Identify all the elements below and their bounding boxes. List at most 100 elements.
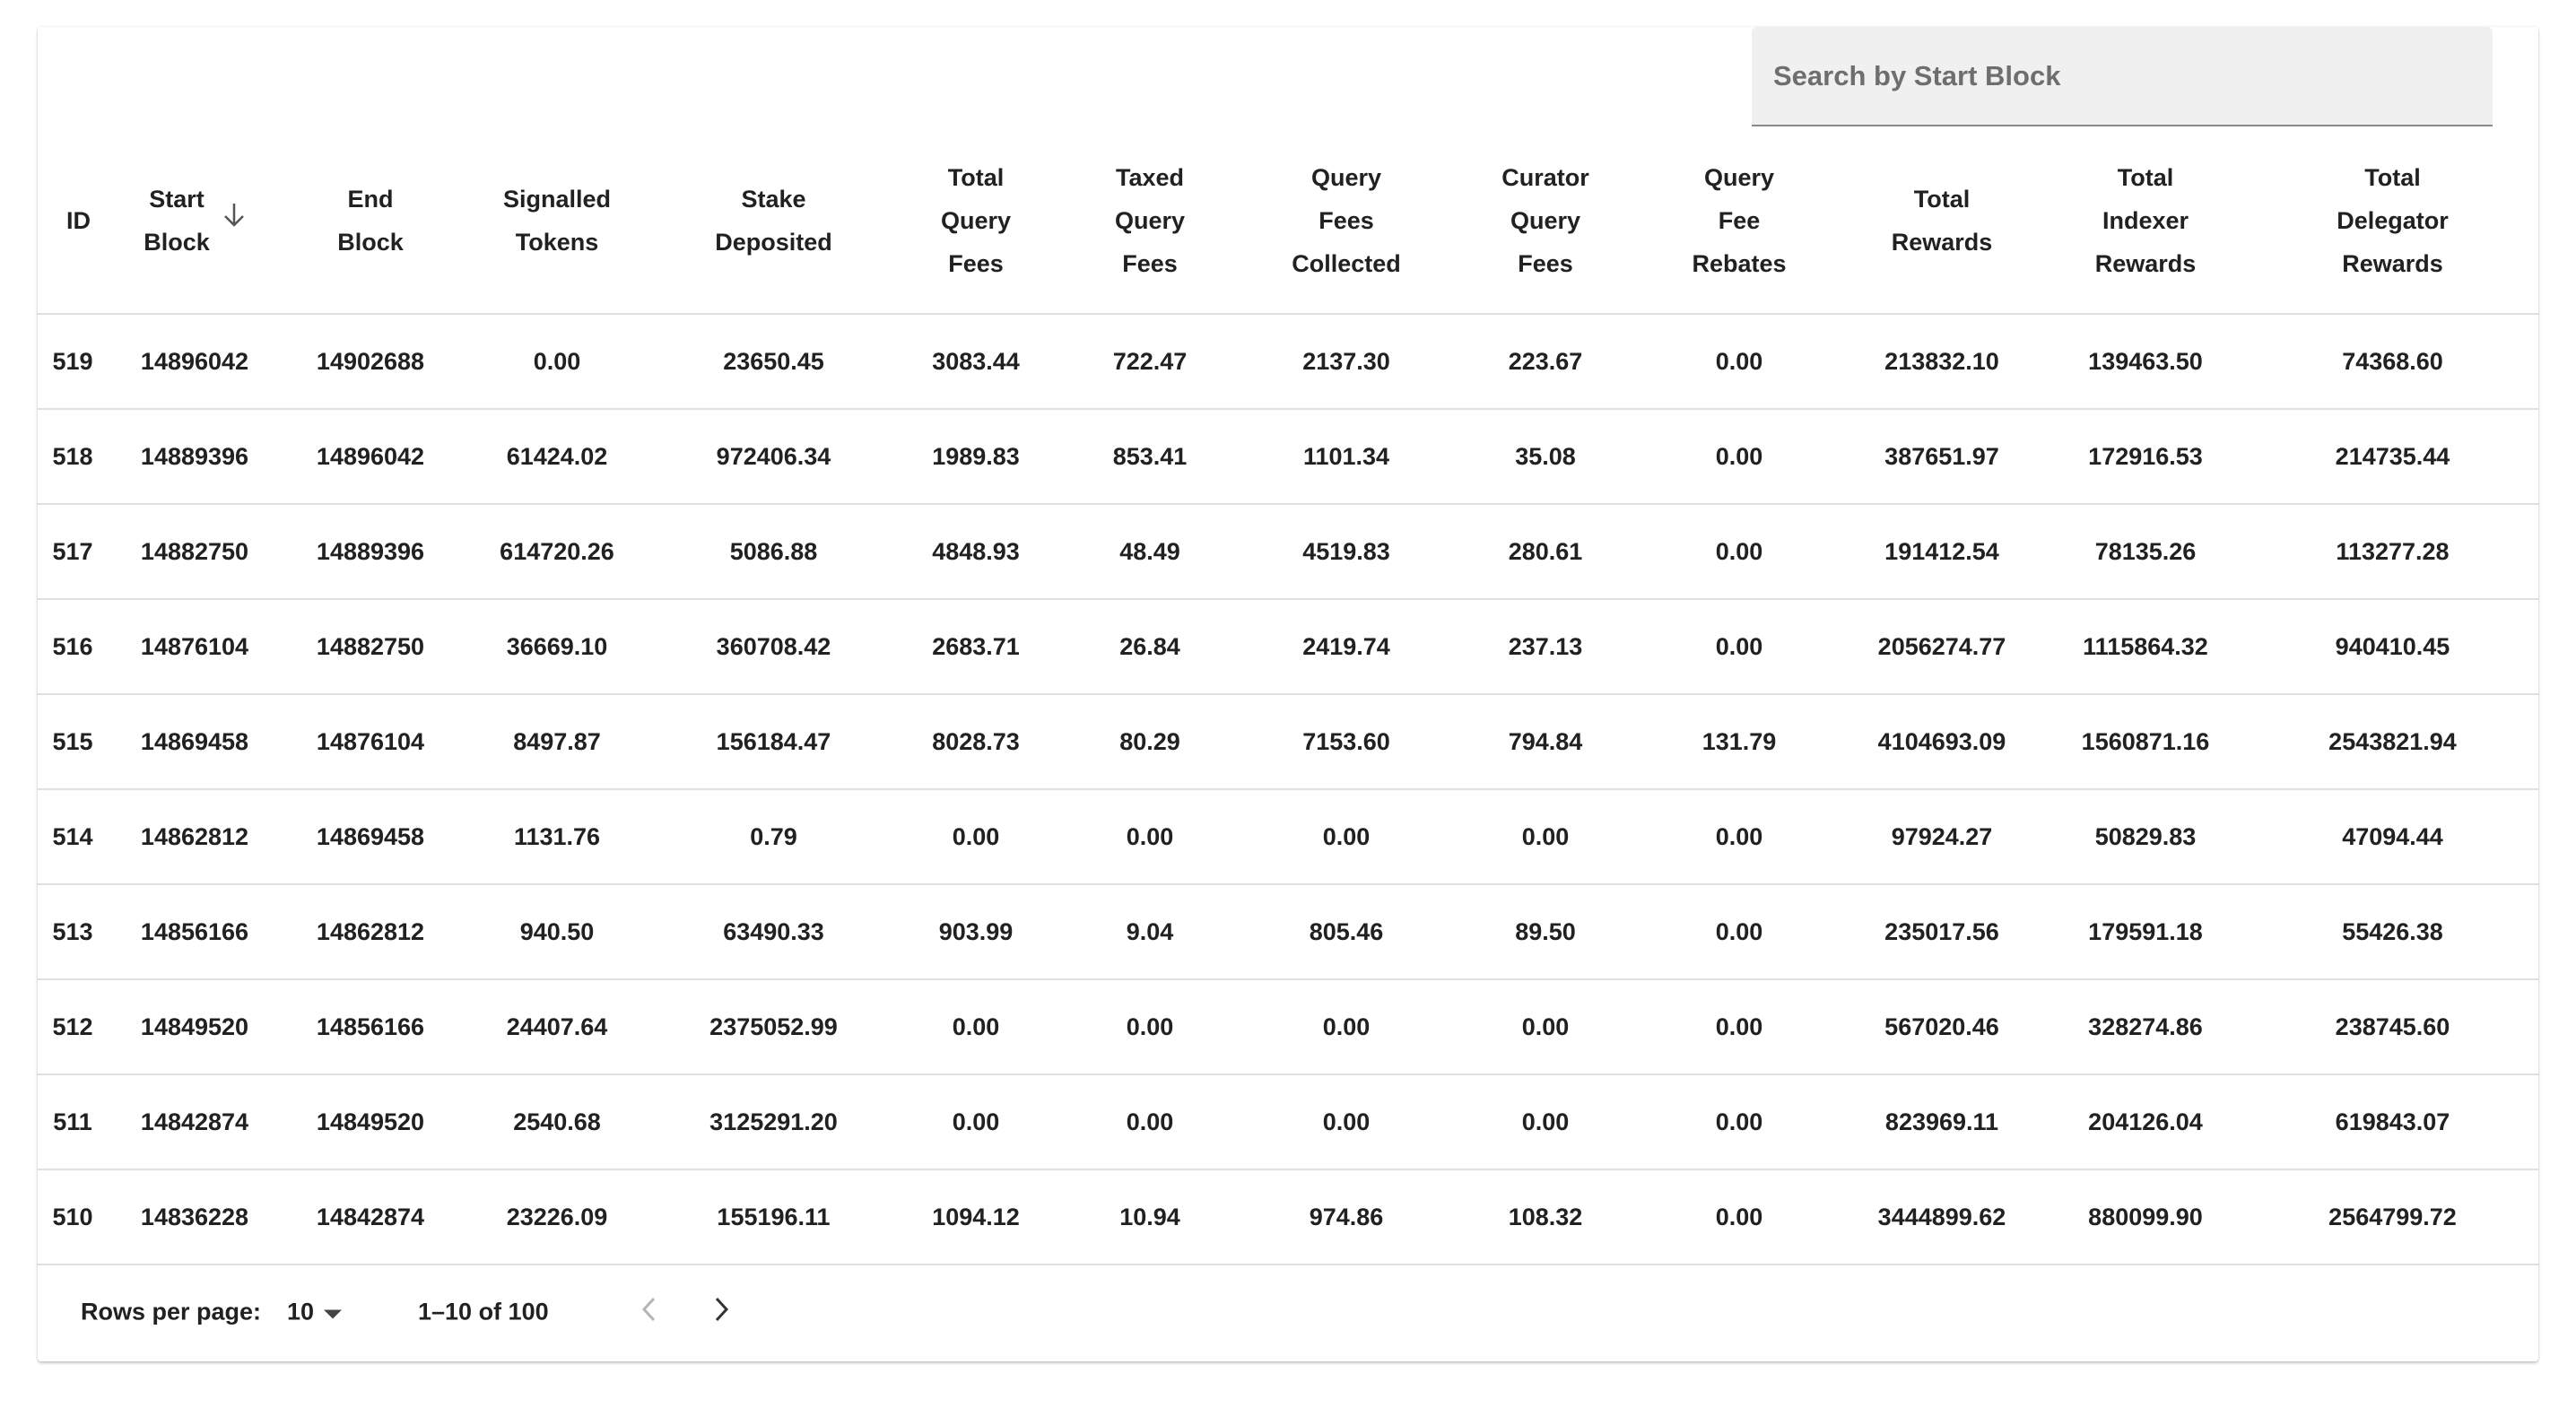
table-row[interactable]: 519 14896042 14902688 0.00 23650.45 3083.44 72… [38,314,2538,410]
table-cell: 722.47 [1059,314,1240,410]
table-row[interactable]: 513 14856166 14862812 940.50 63490.33 903.99 9… [38,884,2538,980]
table-cell: 237.13 [1452,599,1639,695]
table-cell: 805.46 [1240,884,1452,980]
table-cell: 0.00 [1240,789,1452,885]
table-cell: 515 [38,694,108,790]
column-header-line: Collected [1292,249,1401,277]
table-cell: 61424.02 [459,409,655,505]
search-input[interactable] [1752,27,2493,125]
table-row[interactable]: 510 14836228 14842874 23226.09 155196.11 1094… [38,1169,2538,1265]
table-row[interactable]: 517 14882750 14889396 614720.26 5086.88 4848.… [38,504,2538,600]
column-header-line: Stake [741,185,806,213]
table-cell: 2540.68 [459,1074,655,1170]
column-header[interactable]: Total Query Fees [892,127,1059,315]
table-cell: 0.00 [1639,314,1840,410]
column-header-line: Query [1510,206,1581,234]
table-cell: 567020.46 [1840,979,2044,1075]
column-header[interactable]: Query Fees Collected [1240,127,1452,315]
table-pagination: Rows per page: 10 1–10 of 100 [38,1265,2538,1359]
table-cell: 2564799.72 [2247,1169,2538,1265]
search-field[interactable] [1752,27,2493,126]
table-row[interactable]: 516 14876104 14882750 36669.10 360708.42 2683… [38,599,2538,695]
column-header[interactable]: ID [38,127,108,315]
table-row[interactable]: 514 14862812 14869458 1131.76 0.79 0.00 0.00 0.… [38,789,2538,885]
table-cell: 360708.42 [655,599,892,695]
table-cell: 940.50 [459,884,655,980]
column-header-label: Signalled Tokens [503,178,611,264]
table-cell: 513 [38,884,108,980]
table-cell: 519 [38,314,108,410]
table-row[interactable]: 512 14849520 14856166 24407.64 2375052.99 0.0… [38,979,2538,1075]
column-header-label: Total Rewards [1892,178,1993,264]
table-cell: 4519.83 [1240,504,1452,600]
table-cell: 614720.26 [459,504,655,600]
column-header-line: Rewards [2094,249,2197,277]
table-cell: 214735.44 [2247,409,2538,505]
table-cell: 24407.64 [459,979,655,1075]
column-header-line: Fees [1518,249,1573,277]
table-cell: 14876104 [108,599,282,695]
table-cell: 1101.34 [1240,409,1452,505]
column-header-line: Query [940,206,1012,234]
table-cell: 0.00 [1639,1074,1840,1170]
table-cell: 794.84 [1452,694,1639,790]
table-cell: 155196.11 [655,1169,892,1265]
table-cell: 3125291.20 [655,1074,892,1170]
column-header[interactable]: Signalled Tokens [459,127,655,315]
next-page-button[interactable] [701,1291,743,1333]
column-header-label: Total Indexer Rewards [2095,156,2197,285]
table-cell: 0.00 [892,789,1059,885]
column-header[interactable]: Total Rewards [1840,127,2044,315]
table-cell: 0.00 [1639,789,1840,885]
table-cell: 48.49 [1059,504,1240,600]
rows-per-page-select[interactable]: 10 [287,1299,343,1326]
table-cell: 940410.45 [2247,599,2538,695]
arrow-down-icon[interactable] [222,199,246,242]
table-cell: 972406.34 [655,409,892,505]
column-header[interactable]: Curator Query Fees [1452,127,1639,315]
column-header-line: Fees [1122,249,1178,277]
table-cell: 89.50 [1452,884,1639,980]
column-header-label: Stake Deposited [715,178,832,264]
table-row[interactable]: 515 14869458 14876104 8497.87 156184.47 8028.… [38,694,2538,790]
column-header-line: Taxed [1115,163,1184,191]
table-cell: 0.00 [1059,789,1240,885]
column-header[interactable]: End Block [282,127,459,315]
rows-per-page-label: Rows per page: [81,1298,262,1325]
table-row[interactable]: 518 14889396 14896042 61424.02 972406.34 1989… [38,409,2538,505]
table-cell: 14862812 [282,884,459,980]
column-header-line: Tokens [515,228,599,256]
table-cell: 74368.60 [2247,314,2538,410]
table-row[interactable]: 511 14842874 14849520 2540.68 3125291.20 0.00… [38,1074,2538,1170]
table-cell: 35.08 [1452,409,1639,505]
column-header[interactable]: Total Delegator Rewards [2247,127,2538,315]
table-cell: 2056274.77 [1840,599,2044,695]
table-cell: 1560871.16 [2044,694,2247,790]
table-cell: 0.00 [1452,979,1639,1075]
table-cell: 0.00 [459,314,655,410]
table-cell: 3444899.62 [1840,1169,2044,1265]
table-cell: 14876104 [282,694,459,790]
table-cell: 0.00 [1059,1074,1240,1170]
column-header[interactable]: Taxed Query Fees [1059,127,1240,315]
table-header-row: ID Start Block End Block Signalled Tokens Stake… [38,127,2538,315]
table-cell: 280.61 [1452,504,1639,600]
table-cell: 14849520 [282,1074,459,1170]
column-header-line: Total [2117,163,2174,191]
table-cell: 0.00 [892,979,1059,1075]
table-cell: 36669.10 [459,599,655,695]
column-header-label: Total Delegator Rewards [2337,156,2449,285]
table-cell: 55426.38 [2247,884,2538,980]
previous-page-button[interactable] [628,1291,669,1333]
column-header-line: Start [149,185,205,213]
column-header[interactable]: Query Fee Rebates [1639,127,1840,315]
table-cell: 0.00 [1059,979,1240,1075]
column-header[interactable]: Start Block [108,127,282,315]
table-cell: 8497.87 [459,694,655,790]
table-cell: 139463.50 [2044,314,2247,410]
column-header[interactable]: Total Indexer Rewards [2044,127,2247,315]
table-cell: 14896042 [282,409,459,505]
table-cell: 5086.88 [655,504,892,600]
table-cell: 9.04 [1059,884,1240,980]
column-header[interactable]: Stake Deposited [655,127,892,315]
